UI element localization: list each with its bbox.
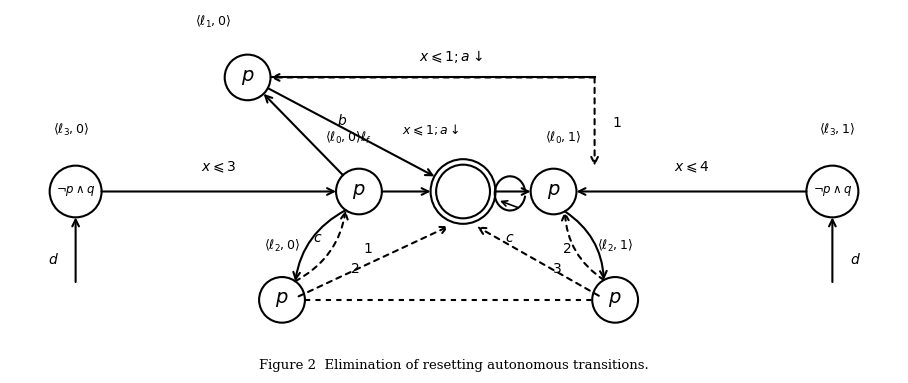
Text: $\langle \ell_3, 0\rangle$: $\langle \ell_3, 0\rangle$ — [53, 121, 89, 137]
Text: $x \leqslant 4$: $x \leqslant 4$ — [674, 159, 709, 175]
Text: $1$: $1$ — [612, 116, 622, 130]
Text: $p$: $p$ — [547, 182, 560, 201]
Text: $p$: $p$ — [352, 182, 366, 201]
Text: $\langle \ell_1, 0\rangle$: $\langle \ell_1, 0\rangle$ — [195, 14, 232, 30]
Text: $\langle \ell_2, 1\rangle$: $\langle \ell_2, 1\rangle$ — [597, 238, 633, 254]
Text: $3$: $3$ — [552, 262, 562, 277]
Text: $\langle \ell_0, 1\rangle$: $\langle \ell_0, 1\rangle$ — [545, 129, 581, 146]
Text: $p$: $p$ — [241, 68, 254, 87]
Text: $\neg p \wedge q$: $\neg p \wedge q$ — [56, 185, 95, 198]
Text: $d$: $d$ — [47, 252, 58, 267]
Ellipse shape — [50, 165, 102, 218]
Text: Figure 2  Elimination of resetting autonomous transitions.: Figure 2 Elimination of resetting autono… — [259, 359, 649, 372]
Ellipse shape — [259, 277, 305, 322]
Text: $c$: $c$ — [506, 231, 515, 245]
Text: $1$: $1$ — [363, 242, 373, 257]
Ellipse shape — [592, 277, 638, 322]
Text: $x \leqslant 3$: $x \leqslant 3$ — [202, 159, 236, 175]
Text: $p$: $p$ — [608, 290, 622, 309]
Text: $c$: $c$ — [313, 231, 323, 245]
Text: $p$: $p$ — [275, 290, 289, 309]
Text: $2$: $2$ — [350, 262, 359, 277]
Text: $\neg p \wedge q$: $\neg p \wedge q$ — [813, 185, 852, 198]
Text: $x \leqslant 1; a{\downarrow}$: $x \leqslant 1; a{\downarrow}$ — [419, 48, 482, 65]
Text: $2$: $2$ — [562, 242, 572, 257]
Text: $\langle \ell_2, 0\rangle$: $\langle \ell_2, 0\rangle$ — [264, 238, 300, 254]
Text: $x \leqslant 1; a{\downarrow}$: $x \leqslant 1; a{\downarrow}$ — [402, 123, 460, 138]
Text: $d$: $d$ — [850, 252, 861, 267]
Ellipse shape — [430, 159, 496, 224]
Ellipse shape — [530, 169, 577, 214]
Ellipse shape — [336, 169, 382, 214]
Text: $\langle \ell_3, 1\rangle$: $\langle \ell_3, 1\rangle$ — [819, 121, 855, 137]
Ellipse shape — [806, 165, 858, 218]
Text: $\langle \ell_0, 0\rangle \ell_f$: $\langle \ell_0, 0\rangle \ell_f$ — [325, 129, 371, 146]
Ellipse shape — [224, 55, 271, 100]
Text: $b$: $b$ — [337, 113, 347, 128]
